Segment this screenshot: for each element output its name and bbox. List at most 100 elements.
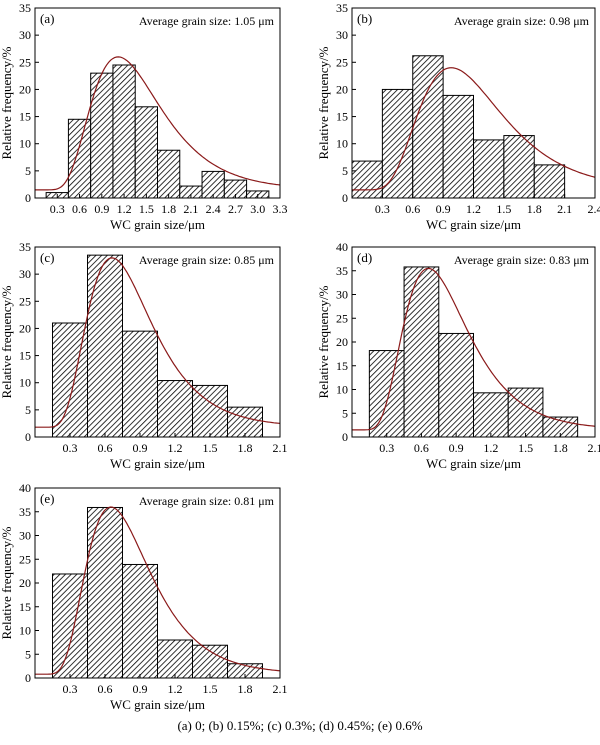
y-tick-label: 25 [336,311,348,325]
y-tick-label: 10 [19,376,31,390]
x-tick-label: 1.5 [139,202,154,216]
y-tick-label: 35 [19,240,31,254]
y-tick-label: 5 [25,647,31,661]
histogram-bar [122,330,158,438]
average-grain-size-annotation: Average grain size: 0.83 μm [454,253,590,267]
panel-d: 0 5 10 15 20 25 30 35 40 0.3 0.6 0.9 1.2 1.5 1.8 2.1 WC … [316,240,600,471]
x-axis-label: WC grain size/μm [110,697,205,712]
y-tick-label: 0 [342,191,348,205]
histogram-bar [533,164,566,199]
x-tick-label: 0.3 [63,682,78,696]
x-tick-label: 1.5 [518,441,533,455]
panel-label: (a) [40,11,54,26]
fit-curve [352,267,596,431]
x-tick-label: 1.5 [203,441,218,455]
y-tick-label: 20 [336,335,348,349]
x-tick-label: 3.0 [250,202,265,216]
x-tick-label: 0.3 [50,202,65,216]
panel-label: (c) [40,250,54,265]
x-tick-label: 2.7 [228,202,243,216]
average-grain-size-annotation: Average grain size: 0.85 μm [139,253,275,267]
panel-a: 0 5 10 15 20 25 30 35 0.3 0.6 0.9 1.2 1.5 1.8 2.1 2.4 2.… [0,1,288,232]
fit-curve [35,506,281,675]
y-tick-label: 30 [336,288,348,302]
panel-label: (b) [357,11,372,26]
x-tick-label: 0.9 [449,441,464,455]
histogram-bar [134,106,159,199]
average-grain-size-annotation: Average grain size: 0.98 μm [454,14,590,28]
x-tick-label: 2.1 [273,441,288,455]
y-tick-label: 20 [336,82,348,96]
x-tick-label: 1.5 [203,682,218,696]
chart-panels: 0 5 10 15 20 25 30 35 0.3 0.6 0.9 1.2 1.5 1.8 2.1 2.4 2.… [0,1,600,712]
histogram-bar [192,644,228,679]
y-tick-label: 20 [19,576,31,590]
x-tick-label: 0.6 [405,202,420,216]
y-tick-label: 15 [336,110,348,124]
y-tick-label: 20 [19,82,31,96]
x-tick-label: 2.4 [206,202,221,216]
y-tick-label: 30 [19,267,31,281]
y-tick-label: 35 [19,505,31,519]
average-grain-size-annotation: Average grain size: 1.05 μm [139,14,275,28]
histogram-bar [438,332,474,438]
x-tick-label: 1.2 [168,682,183,696]
y-tick-label: 5 [25,403,31,417]
x-tick-label: 2.4 [588,202,600,216]
y-tick-label: 15 [19,110,31,124]
y-tick-label: 25 [336,55,348,69]
x-tick-label: 0.9 [94,202,109,216]
histogram-bar [503,135,535,199]
x-axis-label: WC grain size/μm [426,217,521,232]
y-tick-label: 20 [19,321,31,335]
panel-b: 0 5 10 15 20 25 30 35 0.3 0.6 0.9 1.2 1.5 1.8 2.1 2.4 WC… [316,1,600,232]
y-axis-label: Relative frequency/% [0,526,14,639]
y-tick-label: 15 [19,349,31,363]
y-tick-label: 0 [25,671,31,685]
x-axis-label: WC grain size/μm [110,456,205,471]
y-tick-label: 5 [342,164,348,178]
x-tick-label: 1.5 [496,202,511,216]
fit-curve [35,257,281,428]
y-tick-label: 10 [336,137,348,151]
histogram-bar [227,406,263,438]
y-axis-label: Relative frequency/% [316,46,331,159]
histogram-bar [381,88,414,199]
histogram-bar [157,149,181,199]
y-tick-label: 40 [336,240,348,254]
histogram-bar [403,266,440,438]
x-tick-label: 1.8 [553,441,568,455]
x-tick-label: 1.2 [466,202,481,216]
histogram-bar [412,55,444,199]
y-axis-label: Relative frequency/% [316,285,331,398]
y-tick-label: 10 [336,383,348,397]
x-axis-label: WC grain size/μm [426,456,521,471]
plot-frame [34,7,281,199]
y-tick-label: 15 [336,359,348,373]
y-tick-label: 25 [19,552,31,566]
x-tick-label: 0.3 [63,441,78,455]
x-tick-label: 0.6 [72,202,87,216]
y-tick-label: 5 [342,406,348,420]
panel-c: 0 5 10 15 20 25 30 35 0.3 0.6 0.9 1.2 1.5 1.8 2.1 WC gr… [0,240,288,471]
x-tick-label: 1.8 [161,202,176,216]
x-tick-label: 3.3 [273,202,288,216]
y-tick-label: 25 [19,55,31,69]
x-tick-label: 1.2 [117,202,132,216]
panel-label: (d) [357,250,372,265]
x-tick-label: 2.1 [273,682,288,696]
panel-label: (e) [40,491,54,506]
x-tick-label: 2.1 [183,202,198,216]
x-tick-label: 2.1 [557,202,572,216]
y-tick-label: 35 [336,264,348,278]
fit-curve [352,67,596,191]
x-tick-label: 1.8 [527,202,542,216]
y-tick-label: 40 [19,481,31,495]
x-tick-label: 0.3 [375,202,390,216]
histogram-bar [157,380,193,438]
plot-frame [34,246,281,438]
y-tick-label: 30 [19,28,31,42]
y-axis-label: Relative frequency/% [0,46,14,159]
y-tick-label: 30 [19,529,31,543]
